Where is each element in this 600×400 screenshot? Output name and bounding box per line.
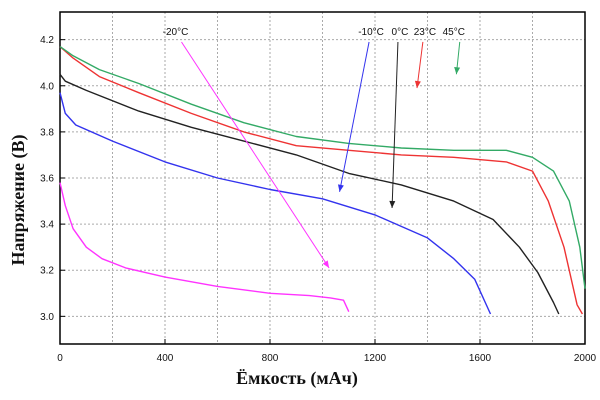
x-tick-label: 800 <box>262 353 279 364</box>
series-label: 23°C <box>414 27 436 38</box>
series-arrowhead <box>337 184 344 192</box>
y-tick-label: 4.0 <box>40 81 54 92</box>
series-arrowhead <box>414 80 421 89</box>
x-tick-label: 400 <box>157 353 174 364</box>
y-tick-label: 4.2 <box>40 35 54 46</box>
x-tick-label: 1600 <box>469 353 492 364</box>
series-arrowhead <box>389 200 396 208</box>
y-tick-label: 3.8 <box>40 127 54 138</box>
y-tick-label: 3.4 <box>40 220 54 231</box>
y-tick-label: 3.2 <box>40 266 54 277</box>
series-line <box>59 46 586 289</box>
series-label: -10°C <box>358 27 384 38</box>
series-labels: -20°C -10°C 0°C 23°C 45°C <box>163 27 465 269</box>
series-label: 0°C <box>392 27 409 38</box>
x-tick-label: 2000 <box>574 353 597 364</box>
y-axis-title: Напряжение (В) <box>8 135 29 266</box>
x-tick-label: 1200 <box>364 353 387 364</box>
series-arrowhead <box>454 66 461 75</box>
y-tick-label: 3.0 <box>40 312 54 323</box>
series-lines <box>59 46 586 315</box>
series-arrow <box>339 41 370 192</box>
grid <box>60 12 585 344</box>
series-line <box>59 182 350 312</box>
series-arrow <box>416 41 424 89</box>
axis-ticks: 0 400 800 1200 1600 2000 3.0 3.2 3.4 3.6 3.8 4.0 4.2 <box>40 35 596 364</box>
x-axis-title: Ёмкость (мАч) <box>236 368 358 389</box>
series-arrow <box>181 41 330 269</box>
series-line <box>59 46 584 315</box>
series-label: -20°C <box>163 27 189 38</box>
series-arrow <box>391 41 399 208</box>
series-line <box>59 73 560 315</box>
series-line <box>59 92 492 315</box>
series-label: 45°C <box>443 27 465 38</box>
x-tick-label: 0 <box>57 353 63 364</box>
series-arrowhead <box>322 260 330 268</box>
y-tick-label: 3.6 <box>40 174 54 185</box>
